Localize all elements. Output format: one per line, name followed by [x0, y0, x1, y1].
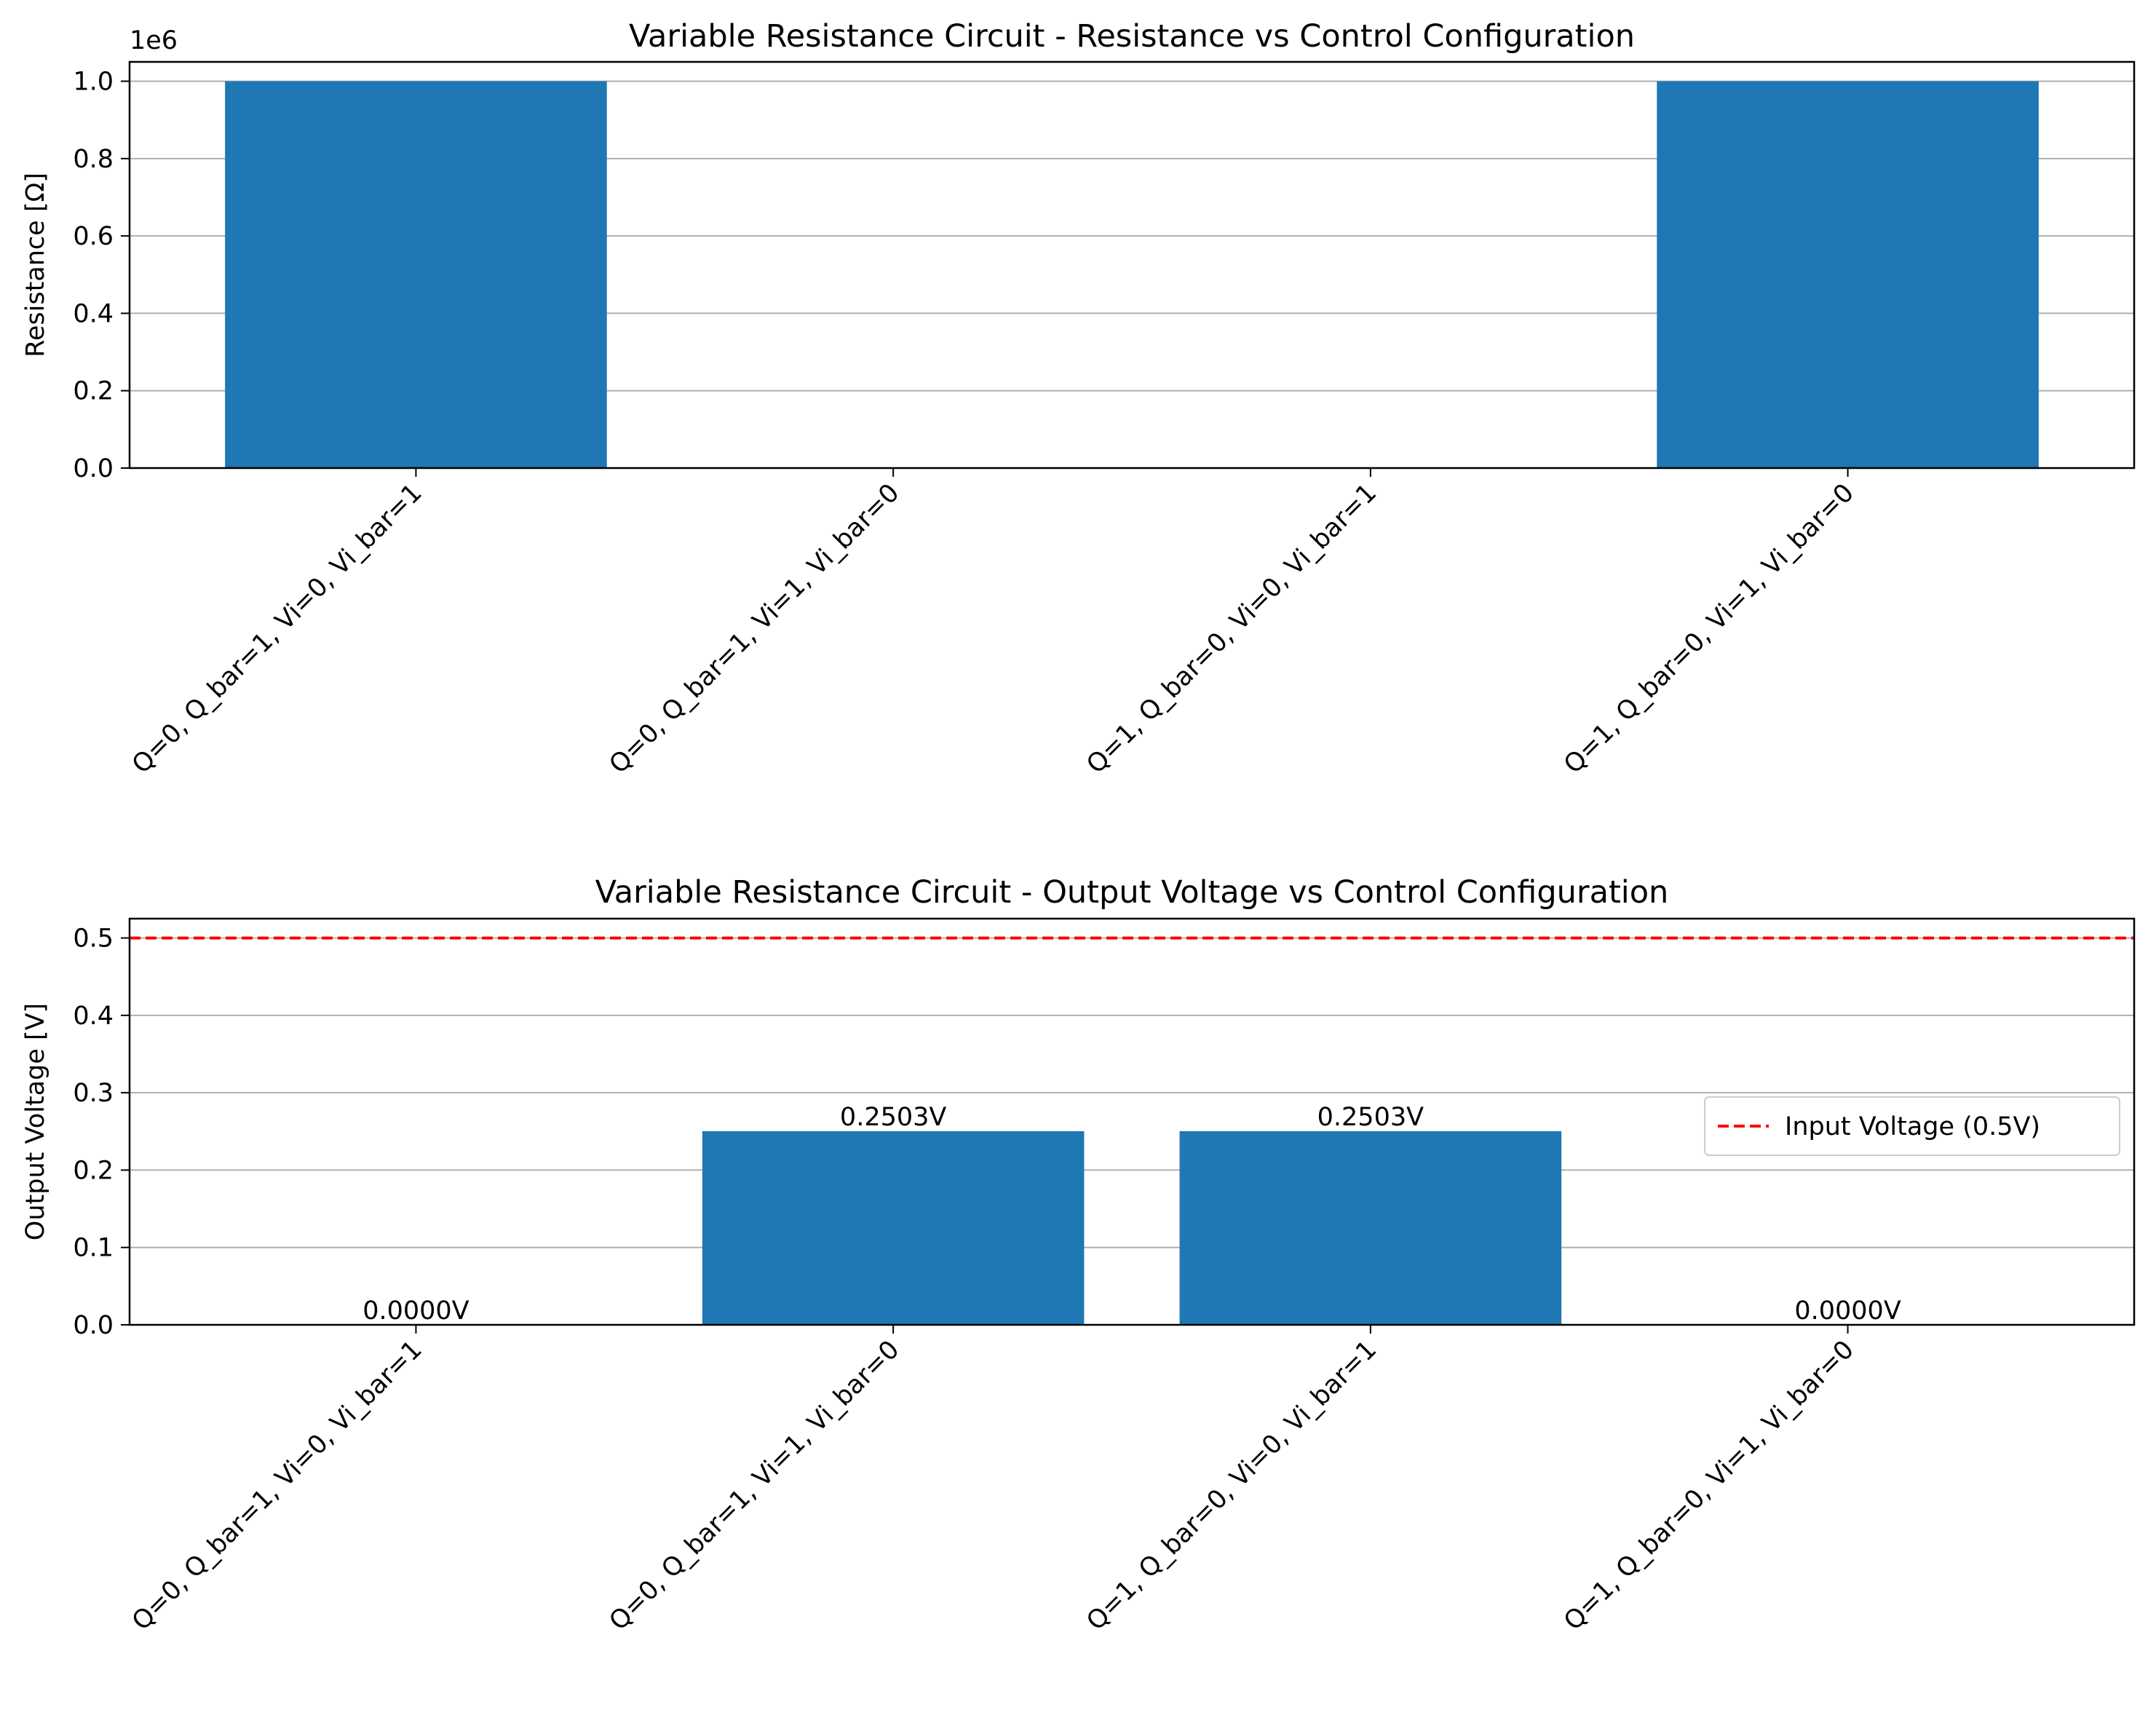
- y-tick-label: 0.0: [73, 1311, 114, 1340]
- bar: [1179, 1130, 1562, 1325]
- y-axis-label: Output Voltage [V]: [21, 1003, 50, 1240]
- legend-box: [1704, 1096, 2120, 1156]
- y-tick-label: 0.4: [73, 299, 114, 328]
- y-offset-text: 1e6: [130, 26, 178, 55]
- bar-value-label: 0.0000V: [1794, 1296, 1901, 1326]
- bar-value-label: 0.0000V: [362, 1296, 469, 1326]
- y-tick-label: 1.0: [73, 68, 114, 97]
- y-tick-label: 0.0: [73, 454, 114, 483]
- y-tick-label: 0.8: [73, 145, 114, 174]
- chart-title: Variable Resistance Circuit - Output Vol…: [595, 874, 1669, 911]
- y-axis-label: Resistance [Ω]: [21, 173, 50, 357]
- axes-frame: [128, 917, 2136, 1326]
- axes-frame: [128, 60, 2136, 470]
- bar: [225, 81, 607, 469]
- chart-title: Variable Resistance Circuit - Resistance…: [629, 18, 1635, 55]
- y-tick-label: 0.4: [73, 1002, 114, 1031]
- legend-label: Input Voltage (0.5V): [1785, 1112, 2040, 1141]
- bar-value-label: 0.2503V: [1317, 1103, 1424, 1132]
- bar: [1657, 81, 2039, 469]
- y-tick-label: 0.5: [73, 924, 114, 954]
- bar: [702, 1130, 1085, 1325]
- y-tick-label: 0.1: [73, 1234, 114, 1263]
- y-tick-label: 0.2: [73, 377, 114, 406]
- y-tick-label: 0.6: [73, 222, 114, 251]
- bar-value-label: 0.2503V: [840, 1103, 946, 1132]
- y-tick-label: 0.2: [73, 1156, 114, 1185]
- y-tick-label: 0.3: [73, 1079, 114, 1108]
